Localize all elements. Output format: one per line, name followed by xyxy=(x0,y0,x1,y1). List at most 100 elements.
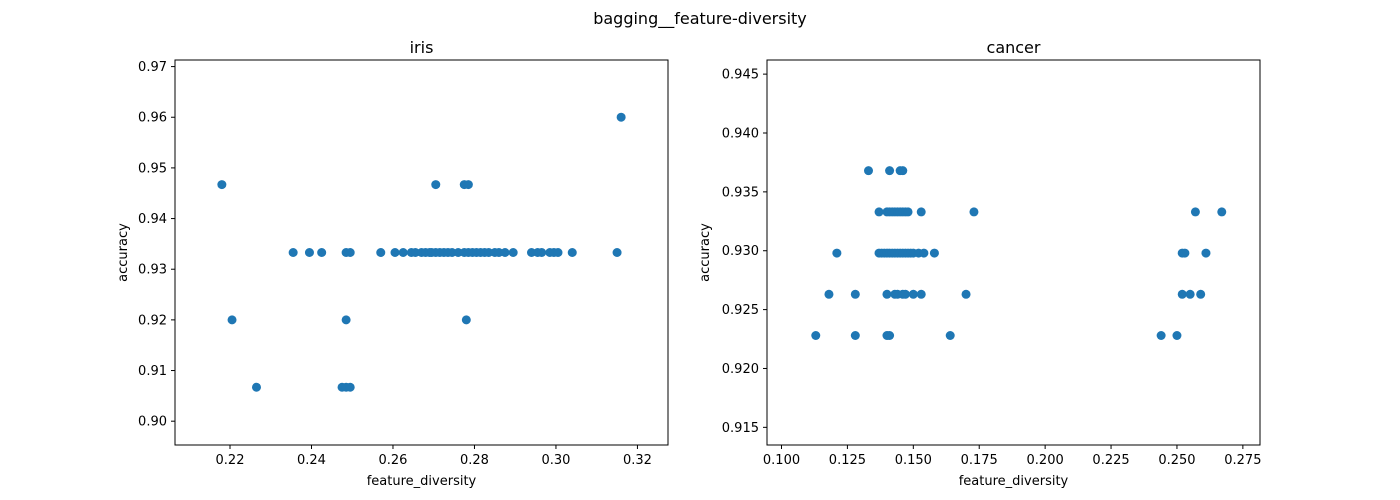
data-point xyxy=(1177,289,1187,299)
data-point xyxy=(463,180,473,190)
scatter-points xyxy=(811,166,1227,341)
y-tick-label: 0.92 xyxy=(138,313,167,328)
x-tick-label: 0.100 xyxy=(763,453,800,468)
data-point xyxy=(553,248,563,257)
data-point xyxy=(1196,289,1206,299)
data-point xyxy=(874,207,884,217)
x-axis-label: feature_diversity xyxy=(367,474,477,489)
plot-frame xyxy=(174,59,669,446)
x-tick-label: 0.28 xyxy=(460,453,489,468)
data-point xyxy=(850,331,860,341)
x-tick-label: 0.150 xyxy=(895,453,932,468)
y-tick-label: 0.95 xyxy=(138,161,167,176)
data-point xyxy=(864,166,873,176)
plot-frame xyxy=(766,59,1261,446)
x-tick-label: 0.26 xyxy=(379,453,408,468)
x-tick-label: 0.225 xyxy=(1092,453,1129,468)
data-point xyxy=(616,112,626,122)
subplot-iris: iris 0.22 0.24 0.26 0.28 0.30 0.32 0.900.910.… xyxy=(116,38,669,489)
data-point xyxy=(612,248,622,257)
data-point xyxy=(1190,207,1200,217)
data-point xyxy=(961,289,971,299)
data-point xyxy=(1156,331,1166,341)
data-point xyxy=(376,248,386,257)
data-point xyxy=(885,331,895,341)
data-point xyxy=(1180,248,1190,258)
y-tick-label: 0.91 xyxy=(138,364,167,379)
y-tick-label: 0.920 xyxy=(722,362,759,377)
y-axis-ticks: 0.915 0.920 0.925 0.930 0.935 0.940 0.945 xyxy=(722,68,767,436)
data-point xyxy=(500,248,510,257)
y-tick-label: 0.935 xyxy=(722,185,759,200)
data-point xyxy=(919,248,929,258)
subplot-title: cancer xyxy=(987,38,1041,57)
x-tick-label: 0.24 xyxy=(297,453,326,468)
data-point xyxy=(345,248,355,257)
x-axis-ticks: 0.22 0.24 0.26 0.28 0.30 0.32 xyxy=(216,445,652,468)
data-point xyxy=(916,289,926,299)
x-tick-label: 0.275 xyxy=(1224,453,1261,468)
y-axis-ticks: 0.90 0.91 0.92 0.93 0.94 0.95 0.96 0.97 xyxy=(138,60,175,430)
data-point xyxy=(398,248,408,257)
y-tick-label: 0.945 xyxy=(722,68,759,83)
data-point xyxy=(508,248,518,257)
x-tick-label: 0.200 xyxy=(1027,453,1064,468)
data-point xyxy=(317,248,327,257)
data-point xyxy=(288,248,298,257)
y-tick-label: 0.930 xyxy=(722,244,759,259)
data-point xyxy=(850,289,860,299)
subplot-cancer: cancer 0.100 0.125 0.150 0.175 0.200 0.225 0.2… xyxy=(698,38,1261,489)
data-point xyxy=(885,166,895,176)
data-point xyxy=(824,289,834,299)
y-tick-label: 0.925 xyxy=(722,303,759,318)
data-point xyxy=(341,315,351,325)
x-tick-label: 0.22 xyxy=(216,453,245,468)
y-tick-label: 0.97 xyxy=(138,60,167,75)
data-point xyxy=(929,248,939,258)
data-point xyxy=(898,166,908,176)
x-axis-label: feature_diversity xyxy=(959,474,1069,489)
data-point xyxy=(537,248,547,257)
y-axis-label: accuracy xyxy=(698,223,713,282)
x-tick-label: 0.32 xyxy=(623,453,652,468)
data-point xyxy=(1217,207,1227,217)
data-point xyxy=(811,331,821,341)
x-tick-label: 0.30 xyxy=(541,453,570,468)
y-axis-label: accuracy xyxy=(116,223,131,282)
data-point xyxy=(567,248,577,257)
data-point xyxy=(431,180,441,190)
subplot-title: iris xyxy=(410,38,434,57)
data-point xyxy=(217,180,227,190)
y-tick-label: 0.94 xyxy=(138,212,167,227)
x-tick-label: 0.125 xyxy=(829,453,866,468)
data-point xyxy=(916,207,926,217)
data-point xyxy=(227,315,237,325)
scatter-points xyxy=(217,112,626,392)
data-point xyxy=(390,248,400,257)
data-point xyxy=(945,331,955,341)
y-tick-label: 0.90 xyxy=(138,415,167,430)
data-point xyxy=(1172,331,1182,341)
x-tick-label: 0.250 xyxy=(1158,453,1195,468)
y-tick-label: 0.96 xyxy=(138,111,167,126)
data-point xyxy=(908,289,918,299)
data-point xyxy=(882,289,892,299)
data-point xyxy=(345,382,355,392)
y-tick-label: 0.940 xyxy=(722,126,759,141)
data-point xyxy=(251,382,261,392)
y-tick-label: 0.93 xyxy=(138,263,167,278)
data-point xyxy=(900,289,910,299)
data-point xyxy=(1201,248,1211,258)
figure-suptitle: bagging__feature-diversity xyxy=(593,9,807,29)
data-point xyxy=(969,207,979,217)
y-tick-label: 0.915 xyxy=(722,421,759,436)
x-tick-label: 0.175 xyxy=(961,453,998,468)
data-point xyxy=(832,248,842,258)
data-point xyxy=(461,315,471,325)
x-axis-ticks: 0.100 0.125 0.150 0.175 0.200 0.225 0.250 0.275 xyxy=(763,445,1261,468)
data-point xyxy=(304,248,314,257)
data-point xyxy=(1185,289,1195,299)
data-point xyxy=(903,207,913,217)
